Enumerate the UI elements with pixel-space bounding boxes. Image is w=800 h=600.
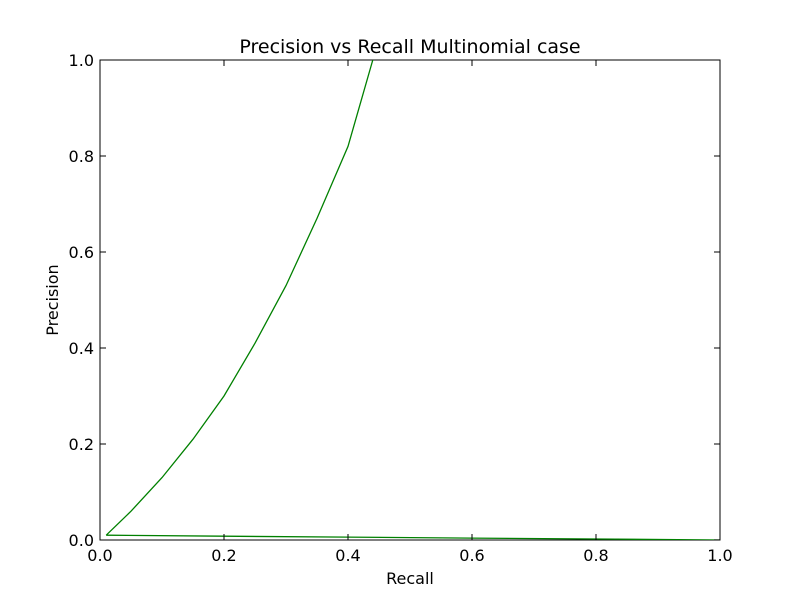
y-tick-label: 0.8 [69,147,94,166]
y-tick-label: 0.6 [69,243,94,262]
series-line-1 [105,60,374,536]
x-tick-label: 1.0 [707,546,732,565]
series-layer [105,60,720,540]
plot-frame [99,59,721,541]
y-axis-label: Precision [43,264,62,335]
x-axis: 0.0 0.2 0.4 0.6 0.8 1.0 [87,60,733,565]
x-tick-label: 0.6 [459,546,484,565]
y-tick-label: 0.2 [69,435,94,454]
x-tick-label: 0.4 [335,546,360,565]
x-tick-label: 0.2 [211,546,236,565]
series-line-2 [106,534,720,540]
y-tick-label: 0.4 [69,339,94,358]
chart-title: Precision vs Recall Multinomial case [239,36,580,58]
plot-area [99,59,721,541]
x-tick-label: 0.8 [583,546,608,565]
y-tick-label: 0.0 [69,531,94,550]
y-tick-label: 1.0 [69,51,94,70]
y-axis: 0.0 0.2 0.4 0.6 0.8 1.0 [69,51,720,550]
x-tick-label: 0.0 [87,546,112,565]
x-axis-label: Recall [386,569,434,588]
